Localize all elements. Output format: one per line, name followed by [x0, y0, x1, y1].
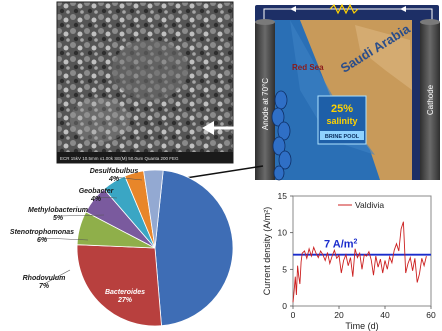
salinity-box: 25% salinity BRINE POOL — [317, 95, 367, 145]
map-diagram: Saudi Arabia Red Sea Anode at 70°C Catho… — [246, 3, 440, 181]
y-tick-label: 10 — [278, 228, 288, 238]
map-sea: Red Sea — [292, 63, 324, 72]
pie-label: Methylobacterium — [28, 207, 88, 214]
series-line-valdivia — [292, 221, 427, 303]
salinity-percent: 25% — [331, 103, 353, 115]
cathode-label: Cathode — [426, 84, 435, 115]
current-arrow-icon — [290, 6, 406, 12]
y-tick-label: 15 — [278, 191, 288, 201]
line-chart: 0 20 40 60 0 5 10 15 Time (d) Current density (A/… — [262, 191, 436, 331]
legend-label: Valdivia — [355, 200, 384, 210]
brine-pool-label: BRINE POOL — [325, 134, 360, 140]
x-tick-label: 20 — [334, 310, 344, 320]
resistor-icon — [329, 3, 359, 15]
x-tick-label: 60 — [426, 310, 436, 320]
y-tick-label: 0 — [282, 301, 287, 311]
pie-percent-label: 6% — [37, 237, 48, 244]
cathode-electrode: Cathode — [420, 19, 440, 180]
pie-leader-line — [113, 176, 143, 181]
pie-percent-label: 7% — [39, 283, 50, 290]
pie-label: others — [237, 249, 259, 256]
pie-leader-line — [57, 214, 105, 217]
sem-micrograph: ECR 15kV 10.5mm x1.00k SE(M) 50.0um Quan… — [56, 1, 234, 164]
pie-percent-label: 4% — [108, 176, 120, 183]
salinity-word: salinity — [326, 116, 357, 126]
sem-footer: ECR 15kV 10.5mm x1.00k SE(M) 50.0um Quan… — [60, 156, 179, 161]
pie-leader-line — [95, 196, 118, 199]
pie-leader-line — [43, 269, 71, 285]
pie-label: Bacteroides — [105, 289, 145, 296]
x-tick-label: 0 — [291, 310, 296, 320]
pie-percent-label: 27% — [117, 297, 133, 304]
pie-label: Geobacter — [79, 188, 115, 195]
pie-label: Desulfobulbus — [90, 168, 139, 175]
pie-label: Rhodovulum — [23, 275, 66, 282]
anode-electrode: Anode at 70°C — [255, 19, 275, 180]
y-axis-label: Current density (A/m²) — [262, 207, 272, 296]
voltage-label: +0.405V — [246, 138, 255, 169]
biofilm-cells-icon — [271, 90, 292, 181]
pie-slice-bacteroides — [76, 244, 162, 327]
pie-slice-others — [154, 169, 234, 327]
pie-slice-desulfobulbus — [143, 169, 164, 249]
reference-line-label: 7 A/m2 — [324, 239, 358, 251]
pie-label: Stenotrophomonas — [10, 229, 74, 236]
pie-percent-label: 47% — [235, 257, 251, 264]
x-axis-label: Time (d) — [345, 321, 378, 331]
pie-percent-label: 5% — [53, 215, 64, 222]
anode-label: Anode at 70°C — [261, 78, 270, 130]
y-tick-label: 5 — [282, 264, 287, 274]
pie-percent-label: 4% — [90, 196, 102, 203]
pie-leader-line — [41, 237, 89, 241]
plot-area — [292, 195, 432, 307]
x-tick-label: 40 — [380, 310, 390, 320]
